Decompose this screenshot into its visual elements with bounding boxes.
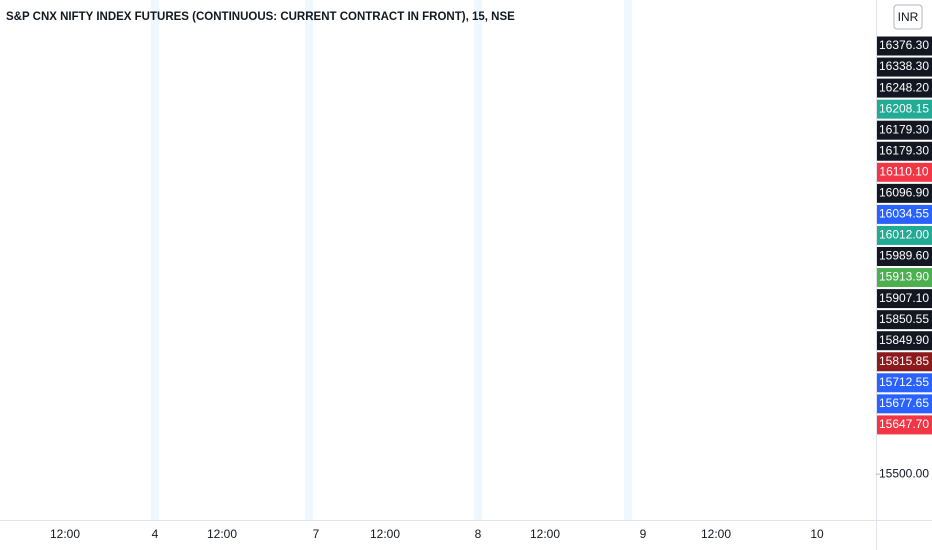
price-label: 16110.10	[879, 164, 928, 178]
price-label: 16179.30	[879, 122, 929, 136]
x-tick-label: 12:00	[207, 527, 237, 541]
price-label-bg	[877, 268, 932, 288]
x-tick-label: 4	[152, 527, 159, 541]
price-label-bg	[877, 162, 932, 182]
price-label: 16179.30	[879, 143, 929, 157]
currency-box[interactable]	[893, 4, 923, 30]
price-label-bg	[877, 373, 932, 393]
price-label-bg	[877, 78, 932, 98]
time-axis: 12:00 4 12:00 7 12:00 8 12:00 9 12:00 10	[50, 527, 824, 541]
price-label-bg	[877, 310, 932, 330]
price-label: 16338.30	[879, 59, 929, 73]
price-label-bg	[877, 394, 932, 414]
price-label: 15849.90	[879, 333, 929, 347]
x-tick-label: 12:00	[530, 527, 560, 541]
price-label: 16248.20	[879, 80, 929, 94]
price-label: 15815.85	[879, 354, 929, 368]
price-label-bg	[877, 36, 932, 56]
x-tick-label: 7	[313, 527, 320, 541]
x-tick-label: 12:00	[701, 527, 731, 541]
session-stripe	[624, 0, 632, 520]
price-axis: 15500.00 16376.30 16338.30 16248.20 16208.15…	[876, 36, 932, 480]
price-label: 15989.60	[879, 249, 929, 263]
chart-title: S&P CNX NIFTY INDEX FUTURES (CONTINUOUS:…	[6, 11, 515, 23]
price-label-bg	[877, 415, 932, 435]
session-stripe	[151, 0, 159, 520]
price-label: 16096.90	[879, 186, 929, 200]
price-label-bg	[877, 120, 932, 140]
price-label: 16034.55	[879, 207, 929, 221]
price-label: 15712.55	[879, 375, 929, 389]
x-tick-label: 12:00	[370, 527, 400, 541]
x-tick-label: 8	[475, 527, 482, 541]
price-label-bg	[877, 225, 932, 245]
price-label: 15907.10	[879, 291, 929, 305]
price-label: 16012.00	[879, 228, 929, 242]
price-label: 16208.15	[879, 101, 929, 115]
price-label-bg	[877, 99, 932, 119]
price-label-bg	[877, 204, 932, 224]
price-label-bg	[877, 183, 932, 203]
x-tick-label: 9	[640, 527, 647, 541]
price-label: 15850.55	[879, 312, 929, 326]
session-stripe	[305, 0, 313, 520]
x-tick-label: 12:00	[50, 527, 80, 541]
price-label: 15913.90	[879, 270, 929, 284]
price-label-bg	[877, 57, 932, 77]
price-label-bg	[877, 247, 932, 266]
price-label-bg	[877, 289, 932, 309]
session-marks	[151, 0, 632, 520]
session-stripe	[474, 0, 482, 520]
y-tick-label: 15500.00	[879, 466, 929, 480]
price-label: 15677.65	[879, 396, 929, 410]
price-label: 16376.30	[879, 38, 929, 52]
x-tick-label: 10	[810, 527, 824, 541]
currency: INR	[898, 10, 919, 24]
price-label-bg	[877, 331, 932, 351]
price-label-bg	[877, 141, 932, 161]
price-label-bg	[877, 352, 932, 372]
price-label: 15647.70	[879, 417, 929, 431]
